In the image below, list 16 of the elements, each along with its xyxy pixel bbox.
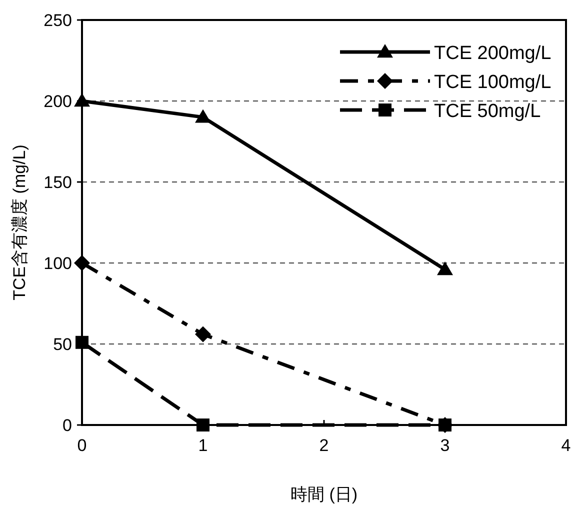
y-tick-label: 50: [53, 335, 72, 354]
y-tick-label: 200: [44, 92, 72, 111]
y-tick-label: 100: [44, 254, 72, 273]
legend-label: TCE 50mg/L: [434, 101, 541, 122]
x-tick-label: 1: [198, 436, 208, 455]
x-tick-label: 4: [561, 436, 571, 455]
x-tick-label: 0: [77, 436, 87, 455]
x-tick-label: 2: [319, 436, 329, 455]
y-tick-label: 150: [44, 173, 72, 192]
legend-label: TCE 100mg/L: [434, 72, 552, 93]
y-axis-title: TCE含有濃度 (mg/L): [10, 144, 29, 300]
x-tick-label: 3: [440, 436, 450, 455]
x-axis-title: 時間 (日): [290, 485, 358, 504]
y-tick-label: 0: [62, 416, 72, 435]
legend-label: TCE 200mg/L: [434, 43, 552, 64]
y-tick-label: 250: [44, 11, 72, 30]
